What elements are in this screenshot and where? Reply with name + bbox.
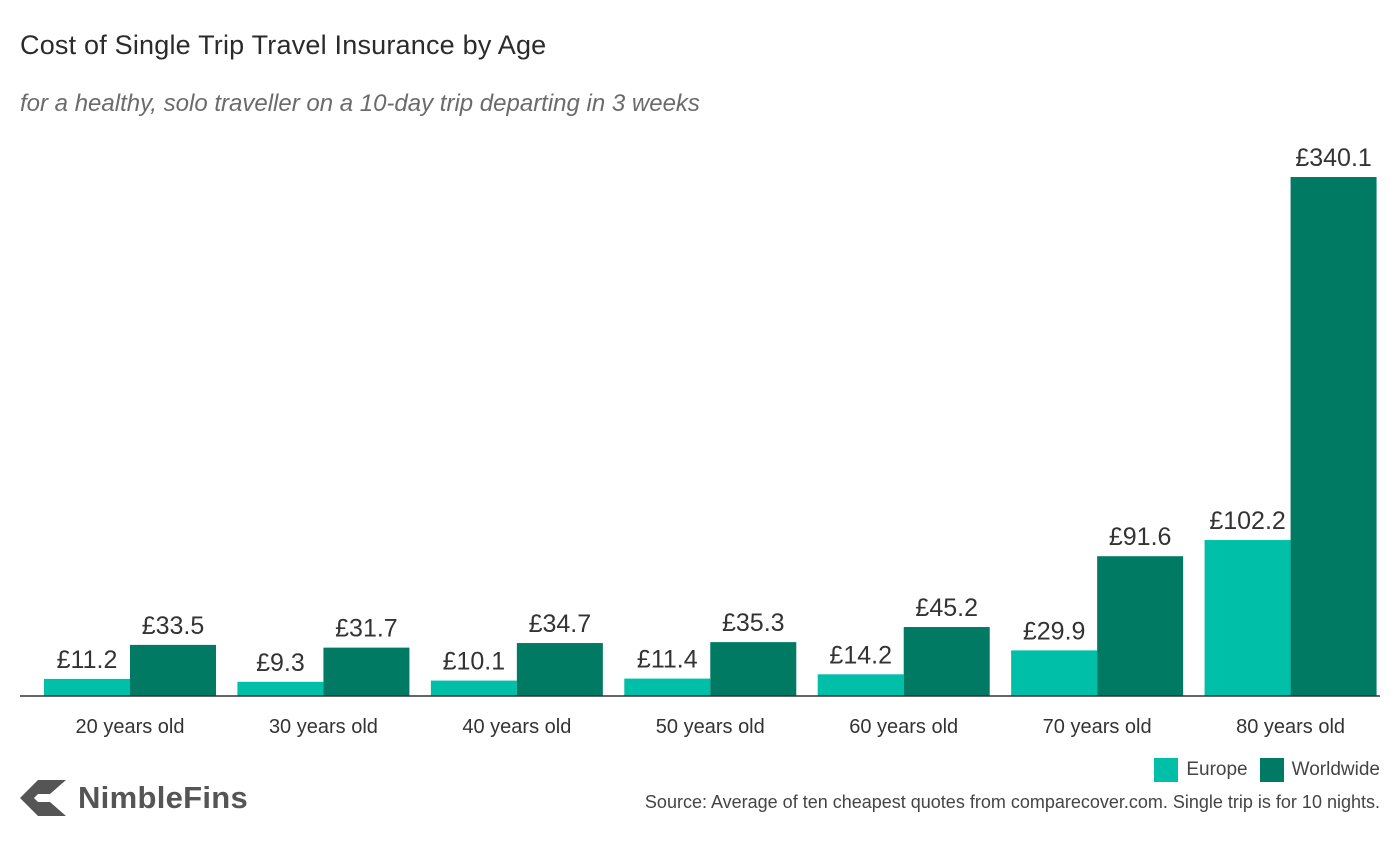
data-label-worldwide-5: £45.2 [915,594,978,622]
data-label-europe-4: £11.4 [637,646,698,674]
bar-worldwide-2 [323,647,410,696]
legend-item-worldwide: Worldwide [1259,758,1380,782]
chart-legend: Europe Worldwide [1154,758,1380,782]
bar-worldwide-5 [903,627,990,696]
data-label-worldwide-7: £340.1 [1295,144,1371,172]
bar-europe-6 [1011,650,1098,696]
data-label-worldwide-4: £35.3 [722,609,785,637]
data-label-worldwide-6: £91.6 [1109,523,1172,551]
bar-worldwide-6 [1097,556,1184,696]
data-label-worldwide-2: £31.7 [335,615,398,643]
bar-europe-5 [817,674,904,696]
data-label-europe-3: £10.1 [443,648,506,676]
data-label-worldwide-1: £33.5 [142,612,205,640]
x-tick-label-4: 50 years old [656,716,765,738]
data-label-europe-1: £11.2 [57,646,118,674]
nimblefins-arrow-icon [20,780,66,816]
bar-worldwide-1 [130,644,216,696]
data-label-europe-7: £102.2 [1209,507,1285,535]
data-label-europe-6: £29.9 [1023,617,1086,645]
brand-logo: NimbleFins [20,780,248,816]
source-note: Source: Average of ten cheapest quotes f… [644,792,1380,812]
legend-label-europe: Europe [1186,759,1248,780]
x-tick-label-3: 40 years old [462,716,571,738]
legend-item-europe: Europe [1154,758,1248,782]
chart-title: Cost of Single Trip Travel Insurance by … [20,30,547,60]
x-tick-label-6: 70 years old [1043,716,1152,738]
bar-europe-2 [237,681,324,696]
brand-name: NimbleFins [78,780,249,815]
legend-label-worldwide: Worldwide [1291,759,1380,780]
bar-worldwide-7 [1290,177,1377,696]
chart-subtitle: for a healthy, solo traveller on a 10-da… [20,90,700,117]
x-tick-label-2: 30 years old [269,716,378,738]
bar-europe-4 [624,678,711,696]
x-tick-label-1: 20 years old [76,716,185,738]
data-label-europe-2: £9.3 [256,649,305,677]
data-label-europe-5: £14.2 [829,641,892,669]
x-tick-label-5: 60 years old [849,716,958,738]
bar-worldwide-4 [710,642,797,696]
legend-swatch-worldwide [1259,758,1284,782]
bar-europe-1 [44,678,130,696]
legend-swatch-europe [1154,758,1179,782]
x-tick-label-7: 80 years old [1236,716,1345,738]
bar-europe-7 [1204,540,1291,696]
data-label-worldwide-3: £34.7 [529,610,592,638]
bar-europe-3 [430,680,517,696]
bar-worldwide-3 [516,643,603,696]
